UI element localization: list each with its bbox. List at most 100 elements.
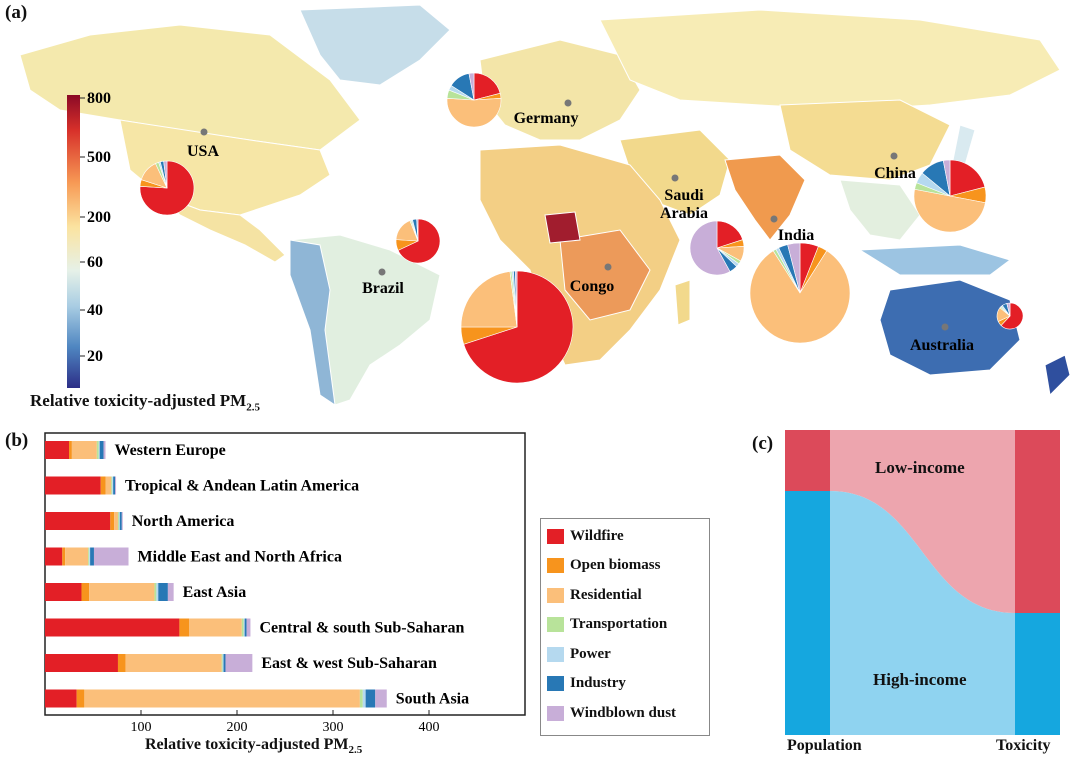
bar-segment [115,476,117,495]
bar-segment [96,441,99,459]
colorbar-tick-label: 800 [87,90,111,107]
low-income-label: Low-income [875,458,965,477]
bar-segment [221,654,223,672]
colorbar-title-sub: 2.5 [246,401,260,414]
country-label: Congo [570,278,614,295]
madagascar-land [674,279,691,326]
stacked-bar-chart: Western Europe Tropical & Andean Latin Am… [44,432,526,735]
country-marker-dot [890,152,898,160]
bar-category-label: Tropical & Andean Latin America [125,478,359,495]
pie-india [749,242,851,344]
country-label: Brazil [362,280,404,297]
pie-slice [416,218,419,242]
legend-label: Wildfire [570,527,624,544]
legend-swatch [547,705,564,721]
bar-segment [89,547,91,566]
legend-label: Windblown dust [570,704,677,721]
bar-segment [45,512,111,530]
country-marker-dot [770,215,778,223]
bar-segment [71,441,97,459]
andes-region [289,239,336,407]
bar-segment [244,618,247,637]
bar-segment [45,618,180,637]
country-label: India [778,227,814,244]
bar-segment [110,512,115,530]
pie-slice [689,220,731,276]
land-masses [19,4,1071,407]
x-tick-label: 100 [131,720,152,735]
country-label: Saudi [664,187,704,204]
legend-item: Open biomass [547,555,660,577]
pie-slice [749,250,851,344]
bar-segment [89,583,155,601]
bar-segment [241,618,244,637]
colorbar [67,95,80,388]
bar-segment [225,654,253,672]
country-label: Germany [514,110,579,127]
pie-slice [942,159,951,197]
toxicity-label: Toxicity [996,737,1051,754]
pie-usa [139,160,195,216]
bar-segment [113,476,116,495]
bar-segment [223,654,226,672]
map-panel: USA Germany Brazil Saudi Arabia India China Con… [5,2,1071,414]
colorbar-tick-label: 40 [87,302,103,319]
pie-slice [463,270,574,384]
bar-segment [69,441,72,459]
legend-swatch [547,528,564,544]
pie-slice [473,72,501,101]
country-label-line2: Arabia [660,205,708,222]
legend-swatch [547,587,564,603]
country-marker-dot [604,263,612,271]
bar-segment [121,512,123,530]
pie-slice [468,72,475,101]
country-label: China [874,165,916,182]
mexico-land [159,194,286,263]
bar-segment [88,547,90,566]
bar-segment [103,441,106,459]
high-income-label: High-income [873,670,967,689]
bar-category-label: East Asia [183,584,247,601]
india-land [724,154,806,241]
pie-slice [949,159,986,197]
colorbar-tick-label: 500 [87,149,111,166]
colorbar-tick-label: 200 [87,209,111,226]
indonesia-land [858,244,1012,276]
legend-item: Power [547,643,611,665]
population-low-income-node [785,430,830,491]
bar-segment [118,512,120,530]
pie-charts [139,72,1024,384]
pie-china [913,159,987,233]
sankey-chart [785,430,1060,735]
bar-category-labels: Western Europe Tropical & Andean Latin Am… [114,442,469,708]
russia-land [599,9,1061,111]
legend-swatch [547,558,564,573]
bar-segment [105,476,112,495]
pie-congo [460,270,574,384]
low-income-flow [830,430,1015,613]
legend-item: Transportation [547,614,667,636]
bar-segment [90,547,94,566]
bar-segment [114,512,118,530]
country-marker-dot [200,128,208,136]
bar-segment [222,654,224,672]
x-axis-ticks: 100 200 300 400 [131,710,440,735]
bar-segment [65,547,89,566]
pie-slice [913,188,986,233]
bar-category-label: East & west Sub-Saharan [261,655,437,672]
legend-item: Wildfire [547,525,624,547]
country-label: USA [187,143,219,160]
bar-segment [119,512,122,530]
bar-segment [117,512,119,530]
nigeria-region [544,211,581,244]
bar-segment [93,547,129,566]
bar-x-axis-label: Relative toxicity-adjusted PM2.5 [145,736,362,756]
colorbar-title-main: Relative toxicity-adjusted PM [30,391,247,410]
legend-item: Windblown dust [547,702,676,724]
legend-swatch [547,676,564,691]
bar-segment [167,583,174,601]
bar-segment [362,689,366,708]
legend-label: Industry [570,675,626,691]
legend-label: Open biomass [570,557,661,573]
